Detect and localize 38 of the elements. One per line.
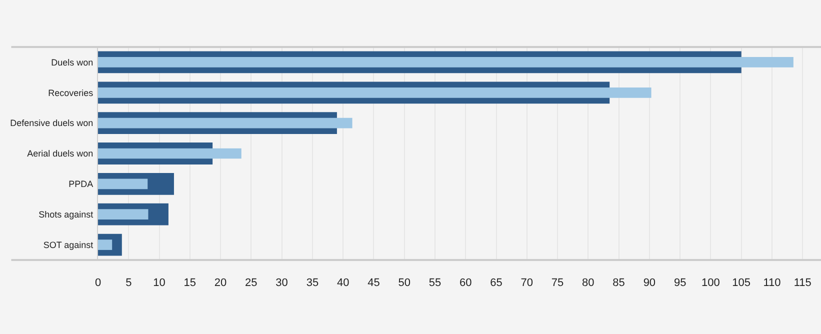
bar <box>98 178 148 190</box>
y-tick-label: Recoveries <box>48 88 94 98</box>
x-tick-label: 40 <box>336 277 350 289</box>
bar <box>98 118 352 128</box>
x-tick-label: 60 <box>460 277 472 289</box>
x-tick-label: 55 <box>428 277 442 289</box>
bar <box>98 148 242 159</box>
x-tick-label: 110 <box>763 277 781 289</box>
x-tick-label: 45 <box>368 277 380 289</box>
x-tick-label: 25 <box>245 277 258 289</box>
y-tick-label: Aerial duels won <box>27 148 94 159</box>
x-tick-label: 10 <box>153 277 166 289</box>
bar <box>98 87 652 98</box>
x-tick-label: 75 <box>551 277 564 289</box>
y-tick-label: Shots against <box>38 210 94 220</box>
x-tick-label: 115 <box>794 277 812 289</box>
y-tick-label: PPDA <box>68 179 94 190</box>
x-tick-label: 20 <box>214 277 227 289</box>
x-tick-label: 90 <box>643 277 656 289</box>
x-tick-label: 5 <box>126 277 132 289</box>
x-tick-label: 85 <box>612 277 625 289</box>
y-tick-label: Duels won <box>51 57 94 68</box>
x-tick-label: 0 <box>94 277 102 289</box>
bar <box>98 240 112 250</box>
x-tick-label: 70 <box>520 277 534 289</box>
bar <box>98 209 148 220</box>
x-tick-label: 50 <box>398 277 410 289</box>
x-tick-label: 105 <box>732 277 751 289</box>
y-tick-label: SOT against <box>43 240 94 250</box>
x-tick-label: 15 <box>184 277 196 289</box>
bar <box>98 57 794 68</box>
x-tick-label: 30 <box>276 277 288 289</box>
x-tick-label: 95 <box>674 277 686 289</box>
x-tick-label: 65 <box>490 277 502 289</box>
x-tick-label: 35 <box>306 277 319 289</box>
x-tick-label: 80 <box>582 277 594 289</box>
x-tick-label: 100 <box>702 277 720 289</box>
y-tick-label: Defensive duels won <box>10 118 94 128</box>
